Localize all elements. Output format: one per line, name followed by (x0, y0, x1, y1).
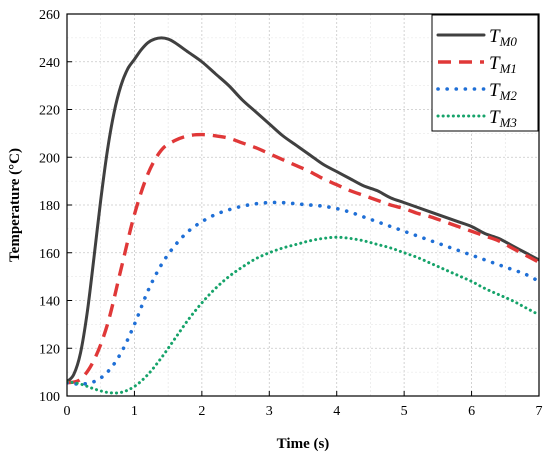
x-tick-label: 0 (64, 404, 71, 419)
x-tick-label: 1 (131, 404, 138, 419)
series-line-m1 (67, 132, 539, 385)
series-line-m0 (67, 36, 539, 384)
legend-entry: TM0 (489, 26, 517, 49)
y-tick-label: 200 (39, 151, 60, 166)
x-tick-label: 4 (333, 404, 340, 419)
legend-entry: TM3 (489, 107, 517, 130)
y-tick-label: 140 (39, 295, 60, 310)
legend-entry: TM2 (489, 80, 517, 103)
x-tick-label: 2 (198, 404, 205, 419)
series-line-m3 (67, 235, 539, 395)
axis-ticks: 0 1 2 3 4 5 6 7 100 120 140 160 180 200 220 240 260 (39, 8, 543, 419)
y-tick-label: 220 (39, 104, 60, 119)
x-axis-label: Time (s) (277, 436, 330, 452)
y-tick-label: 120 (39, 342, 60, 357)
x-tick-label: 5 (401, 404, 408, 419)
series-layer (67, 36, 539, 395)
x-tick-label: 7 (536, 404, 543, 419)
legend: TM0 TM1 TM2 TM3 (431, 14, 539, 132)
legend-box (431, 14, 539, 132)
y-tick-label: 260 (39, 8, 60, 23)
y-tick-label: 240 (39, 56, 60, 71)
y-axis-label: Temperature (°C) (7, 148, 23, 262)
legend-entry: TM1 (489, 53, 517, 76)
series-line-m2 (67, 200, 539, 386)
y-tick-label: 160 (39, 247, 60, 262)
y-tick-label: 100 (39, 390, 60, 405)
x-tick-label: 3 (266, 404, 273, 419)
y-tick-label: 180 (39, 199, 60, 214)
x-tick-label: 6 (468, 404, 475, 419)
